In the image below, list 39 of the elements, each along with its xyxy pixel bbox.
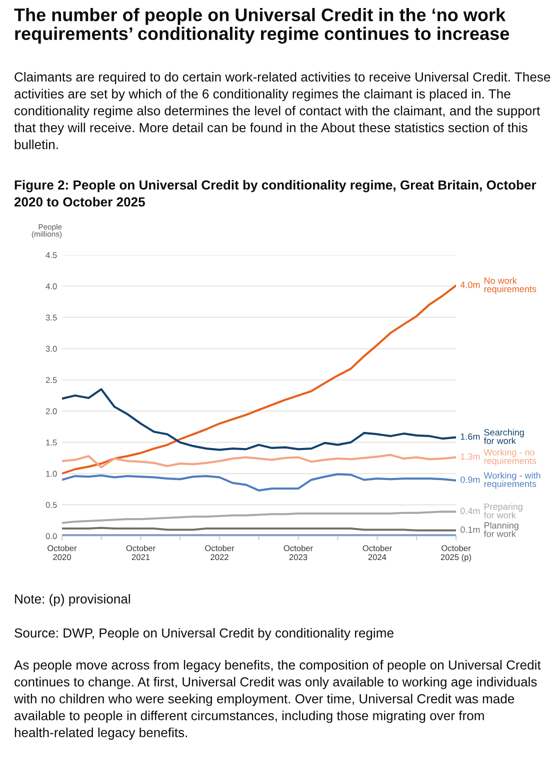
x-tick-label: October 2022: [205, 545, 234, 560]
text: Working - with requirements: [484, 472, 540, 489]
text: Preparing for work: [484, 503, 522, 518]
text: No work requirements: [484, 277, 536, 294]
caption: Figure 2: People on Universal Credit by conditionality regime, Great Britain, October 2020 to October 2025: [14, 180, 536, 207]
text: Note: (p) provisional: [15, 594, 130, 606]
y-tick-label: 2.5: [46, 377, 57, 383]
x-tick-label: October 2025 (p): [440, 545, 472, 562]
line-series: [62, 388, 456, 451]
line-series: [62, 510, 456, 524]
y-tick-label: 4.0: [46, 283, 57, 290]
line-series: [62, 284, 456, 475]
x-tick-label: October 2020: [48, 545, 77, 560]
text: Working - no requirements: [484, 448, 536, 466]
y-tick-label: 3.0: [46, 346, 57, 352]
data-label: 1.6m: [460, 433, 480, 440]
text: As people move across from legacy benefits, the composition of people on Universal Credit continues to change. At first, Universal Credit was only available to working age individuals with no children who were seeking employment. Over time, Universal Credit was made available to people in different circumstances, including those migrating over from health-related legacy benefits.: [14, 660, 541, 740]
x-tick-label: October 2023: [284, 545, 313, 560]
chart-subtitle: Claimants are required to do certain work-related activities to receive Universal Credit. These activities are set by which of the 6 conditionality regimes the claimant is placed in. The conditionality regime also determines the level of contact with the claimant, and the support that they will receive. More detail can be found in the About these statistics section of this bulletin.: [14, 72, 550, 150]
line-series: [62, 473, 456, 492]
y-tick-label: 0.5: [46, 502, 57, 508]
line-series: [62, 454, 456, 468]
y-tick-label: 0.0: [46, 533, 57, 540]
text: Planning for work: [484, 522, 518, 538]
y-tick-label: 3.5: [46, 314, 57, 321]
x-tick-label: October 2021: [126, 545, 156, 560]
data-label: 0.1m: [460, 526, 480, 533]
data-label: 1.3m: [460, 453, 480, 460]
y-tick-label: 1.5: [46, 440, 57, 446]
y-tick-label: 4.5: [46, 252, 57, 258]
source-note: Source: DWP, People on Universal Credit by conditionality regime: [14, 628, 394, 640]
data-label: 4.0m: [460, 282, 480, 288]
x-tick-label: October 2024: [362, 545, 392, 560]
text: Searching for work: [484, 428, 524, 444]
y-tick-label: 2.0: [46, 408, 57, 414]
chart-title: The number of people on Universal Credit in the ‘no work requirements’ conditionality regime continues to increase: [14, 8, 510, 44]
data-label: 0.4m: [460, 508, 480, 514]
data-label: 0.9m: [460, 476, 480, 483]
y-tick-label: 1.0: [46, 470, 57, 477]
